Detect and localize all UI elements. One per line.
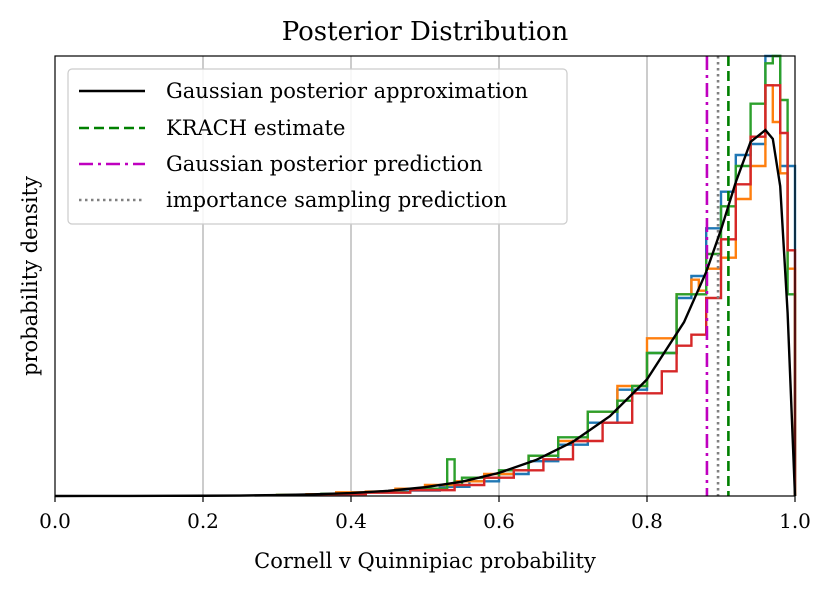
vertical-lines	[705, 56, 730, 496]
legend-label-gaussian-prediction: Gaussian posterior prediction	[166, 152, 483, 176]
plot-frame	[54, 55, 796, 497]
x-axis-label: Cornell v Quinnipiac probability	[254, 549, 596, 573]
x-tick-label-2: 0.4	[335, 509, 367, 533]
x-axis-ticks: 0.0 0.2 0.4 0.6 0.8 1.0	[39, 496, 811, 533]
legend: Gaussian posterior approximation KRACH e…	[67, 68, 568, 225]
legend-label-krach: KRACH estimate	[166, 116, 345, 140]
x-tick-label-1: 0.2	[187, 509, 219, 533]
x-tick-label-0: 0.0	[39, 509, 71, 533]
chart-title: Posterior Distribution	[282, 17, 569, 47]
x-tick-label-5: 1.0	[779, 509, 811, 533]
x-tick-label-3: 0.6	[483, 509, 515, 533]
legend-label-importance-sampling: importance sampling prediction	[166, 188, 507, 212]
x-tick-label-4: 0.8	[631, 509, 663, 533]
legend-box	[67, 68, 568, 225]
legend-label-gaussian-approx: Gaussian posterior approximation	[166, 79, 528, 103]
histogram-series-3	[275, 84, 797, 497]
y-axis-label: probability density	[18, 176, 42, 376]
